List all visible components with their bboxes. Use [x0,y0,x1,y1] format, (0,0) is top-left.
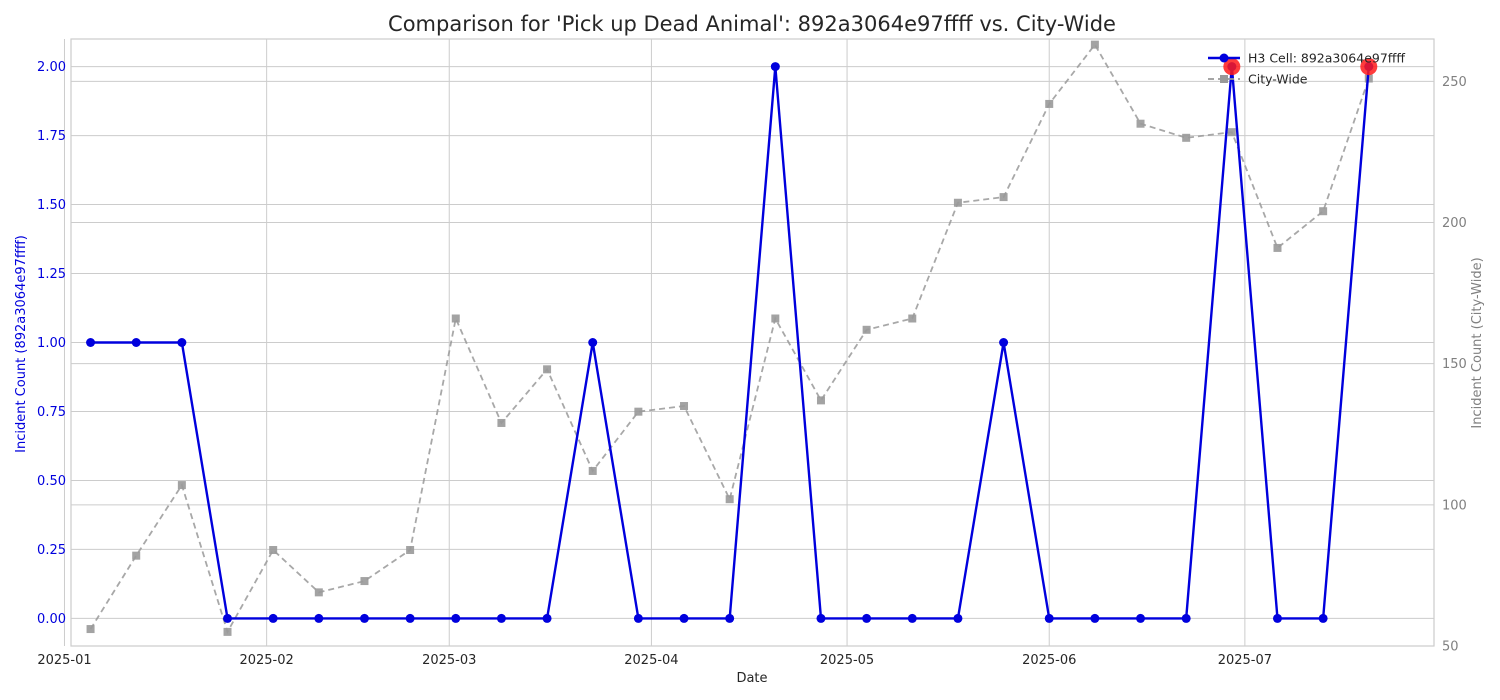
y-left-tick-label: 1.50 [37,198,66,213]
y-left-tick-label: 0.75 [37,405,66,420]
h3-cell-point [542,613,552,623]
h3-cell-point [633,613,643,623]
city-wide-point [177,481,186,490]
h3-cell-point [816,613,826,623]
h3-cell-point [1044,613,1054,623]
city-wide-point [816,396,825,405]
city-wide-point [314,588,323,597]
h3-cell-point [268,613,278,623]
city-wide-point [1045,99,1054,108]
city-wide-point [999,193,1008,202]
city-wide-point [1227,128,1236,137]
city-wide-point [451,314,460,323]
y-right-tick-label: 100 [1442,498,1467,513]
y-right-tick-label: 50 [1442,640,1459,655]
x-tick-label: 2025-01 [37,653,91,668]
city-wide-point [1319,207,1328,216]
city-wide-point [588,466,597,475]
city-wide-point [1136,119,1145,128]
h3-cell-point [1136,613,1146,623]
y-left-tick-label: 0.50 [37,474,66,489]
legend-marker-city-wide [1220,75,1228,83]
city-wide-point [1182,133,1191,142]
x-tick-label: 2025-05 [820,653,874,668]
series-layer [86,40,1378,636]
city-wide-point [680,402,689,411]
y-axis-right-label: Incident Count (City-Wide) [1470,257,1485,428]
x-tick-label: 2025-02 [239,653,293,668]
h3-cell-point [1318,613,1328,623]
h3-cell-point [86,338,96,347]
city-wide-point [360,577,369,586]
y-axis-left-label: Incident Count (892a3064e97ffff) [14,235,29,453]
y-left-tick-label: 0.00 [37,612,66,627]
city-wide-point [725,495,734,504]
x-tick-label: 2025-07 [1218,653,1272,668]
city-wide-point [269,546,278,555]
city-wide-point [86,625,95,634]
h3-cell-point [770,62,780,72]
h3-cell-point [907,613,917,623]
x-axis-label: Date [736,671,767,686]
y-left-tick-label: 0.25 [37,543,66,558]
city-wide-point [953,198,962,207]
h3-cell-point [588,338,598,347]
highlight-marker [1360,58,1378,76]
y-right-tick-label: 200 [1442,216,1467,231]
city-wide-point [1273,243,1282,252]
legend-label-city-wide: City-Wide [1248,72,1308,87]
y-left-tick-label: 1.75 [37,129,66,144]
h3-cell-point [679,613,689,623]
h3-cell-point [314,613,324,623]
h3-cell-point [405,613,415,623]
city-wide-point [543,365,552,374]
chart-title: Comparison for 'Pick up Dead Animal': 89… [388,12,1116,36]
h3-cell-point [862,613,872,623]
highlight-marker [1223,58,1241,76]
y-right-tick-label: 250 [1442,75,1467,90]
city-wide-point [908,314,917,323]
x-tick-label: 2025-06 [1022,653,1076,668]
city-wide-point [771,314,780,323]
h3-cell-point [131,338,141,347]
h3-cell-point [177,338,187,347]
y-left-tick-label: 2.00 [37,60,66,75]
city-wide-point [862,325,871,334]
h3-cell-point [953,613,963,623]
x-tick-label: 2025-03 [422,653,476,668]
h3-cell-point [496,613,506,623]
h3-cell-point [223,613,233,623]
h3-cell-point [1090,613,1100,623]
h3-cell-point [359,613,369,623]
h3-cell-point [451,613,461,623]
y-left-tick-label: 1.00 [37,336,66,351]
city-wide-point [406,546,415,555]
y-right-tick-label: 150 [1442,357,1467,372]
series-line-city-wide [89,43,1370,635]
legend-marker-h3-cell [1219,53,1229,63]
city-wide-point [1090,40,1099,49]
city-wide-point [497,418,506,427]
x-tick-label: 2025-04 [624,653,678,668]
axis-ticks: 2025-01 2025-02 2025-03 2025-04 2025-05 2025-… [37,60,1467,668]
y-left-tick-label: 1.25 [37,267,66,282]
city-wide-point [634,407,643,416]
legend: H3 Cell: 892a3064e97ffff City-Wide [1208,51,1405,87]
h3-cell-point [725,613,735,623]
city-wide-point [132,551,141,560]
legend-label-h3-cell: H3 Cell: 892a3064e97ffff [1248,51,1405,66]
h3-cell-point [1272,613,1282,623]
h3-cell-point [999,338,1009,347]
h3-cell-point [1181,613,1191,623]
city-wide-point [223,627,232,636]
plot-frame [70,38,1435,647]
